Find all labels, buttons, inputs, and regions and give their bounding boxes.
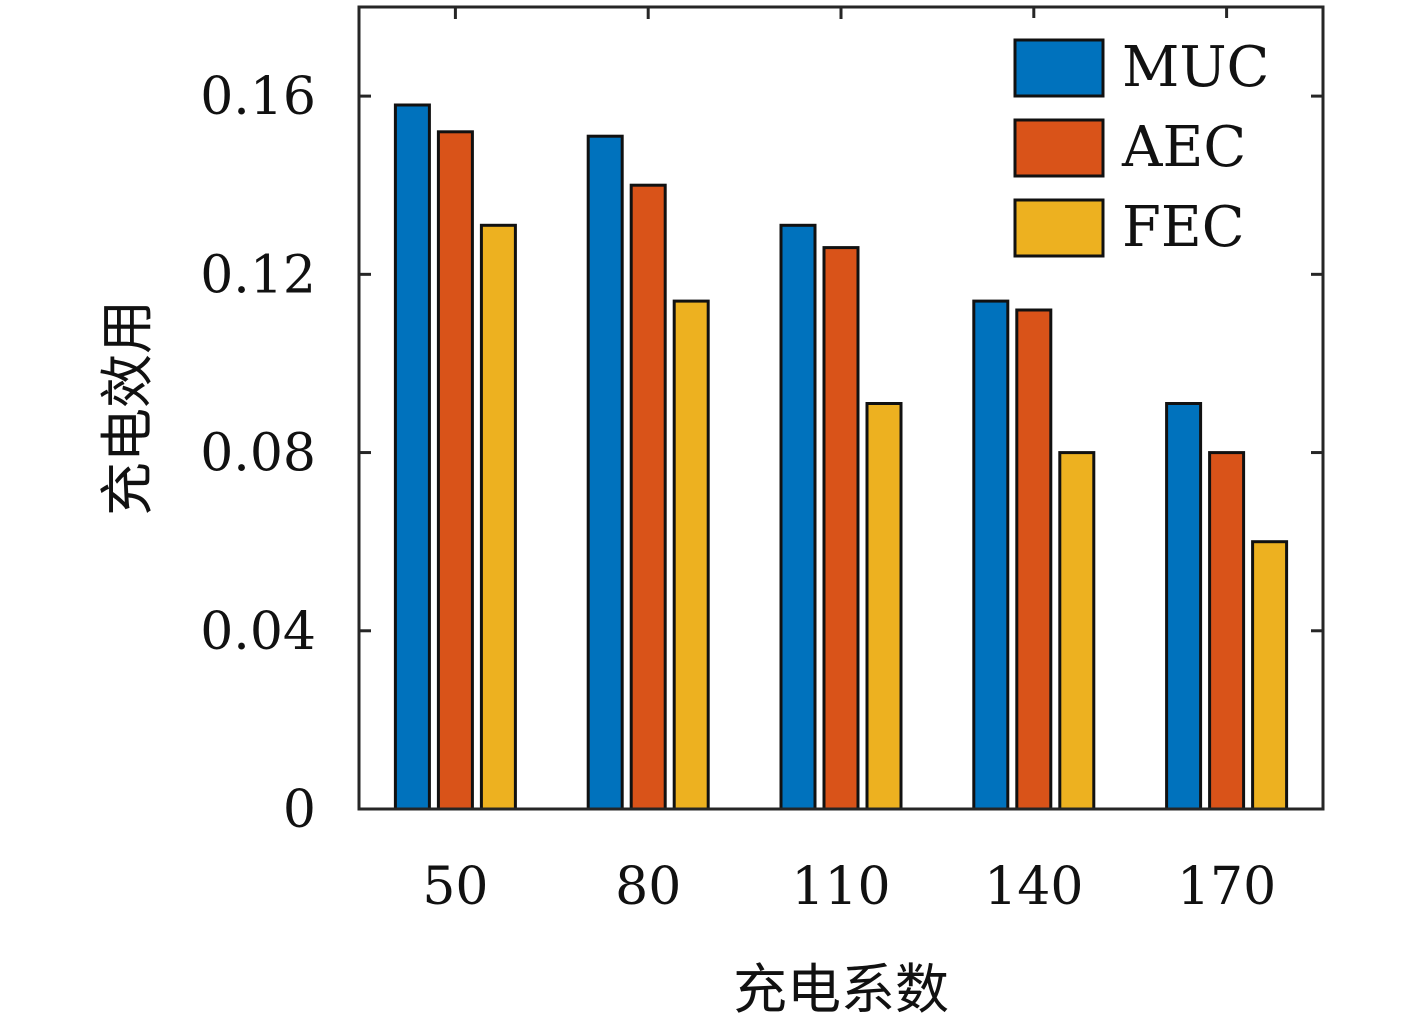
x-tick-label: 50 (422, 857, 488, 917)
bar-aec-110 (822, 246, 860, 811)
ticks-layer (359, 7, 1323, 633)
y-tick-label: 0.08 (200, 424, 316, 484)
y-tick-label: 0.12 (200, 245, 316, 305)
bar-aec-50 (436, 130, 474, 811)
legend-label-muc: MUC (1122, 35, 1269, 100)
x-tick-label: 80 (615, 857, 681, 917)
x-tick-label: 110 (791, 857, 890, 917)
x-tick-labels: 50 80 110 140 170 (422, 857, 1276, 917)
y-tick-label: 0.16 (200, 67, 316, 127)
bar-muc-50 (393, 103, 431, 811)
bar-muc-140 (972, 299, 1010, 811)
bar-muc-170 (1165, 402, 1203, 811)
x-axis-title: 充电系数 (733, 958, 949, 1021)
y-tick-label: 0 (283, 780, 316, 840)
legend-label-fec: FEC (1122, 195, 1245, 260)
legend-swatch-aec (1013, 118, 1105, 178)
bar-muc-80 (586, 134, 624, 811)
legend-label-aec: AEC (1121, 115, 1246, 180)
bar-aec-80 (629, 183, 667, 811)
legend-swatch-muc (1013, 38, 1105, 98)
y-tick-label: 0.04 (200, 602, 316, 662)
y-axis-title: 充电效用 (96, 300, 159, 516)
legend: MUC AEC FEC (1000, 18, 1310, 266)
bar-aec-170 (1208, 451, 1246, 811)
legend-swatch-fec (1013, 198, 1105, 258)
x-tick-label: 140 (984, 857, 1083, 917)
bar-fec-140 (1058, 451, 1096, 811)
bar-fec-110 (865, 402, 903, 811)
x-tick-label: 170 (1177, 857, 1276, 917)
bar-aec-140 (1015, 308, 1053, 811)
bars-layer (393, 103, 1289, 811)
plot-frame (357, 5, 1325, 811)
bar-muc-110 (779, 223, 817, 811)
bar-fec-50 (479, 223, 517, 811)
y-tick-labels: 0 0.04 0.08 0.12 0.16 (200, 67, 316, 840)
bar-fec-80 (672, 299, 710, 811)
bar-fec-170 (1251, 540, 1289, 811)
